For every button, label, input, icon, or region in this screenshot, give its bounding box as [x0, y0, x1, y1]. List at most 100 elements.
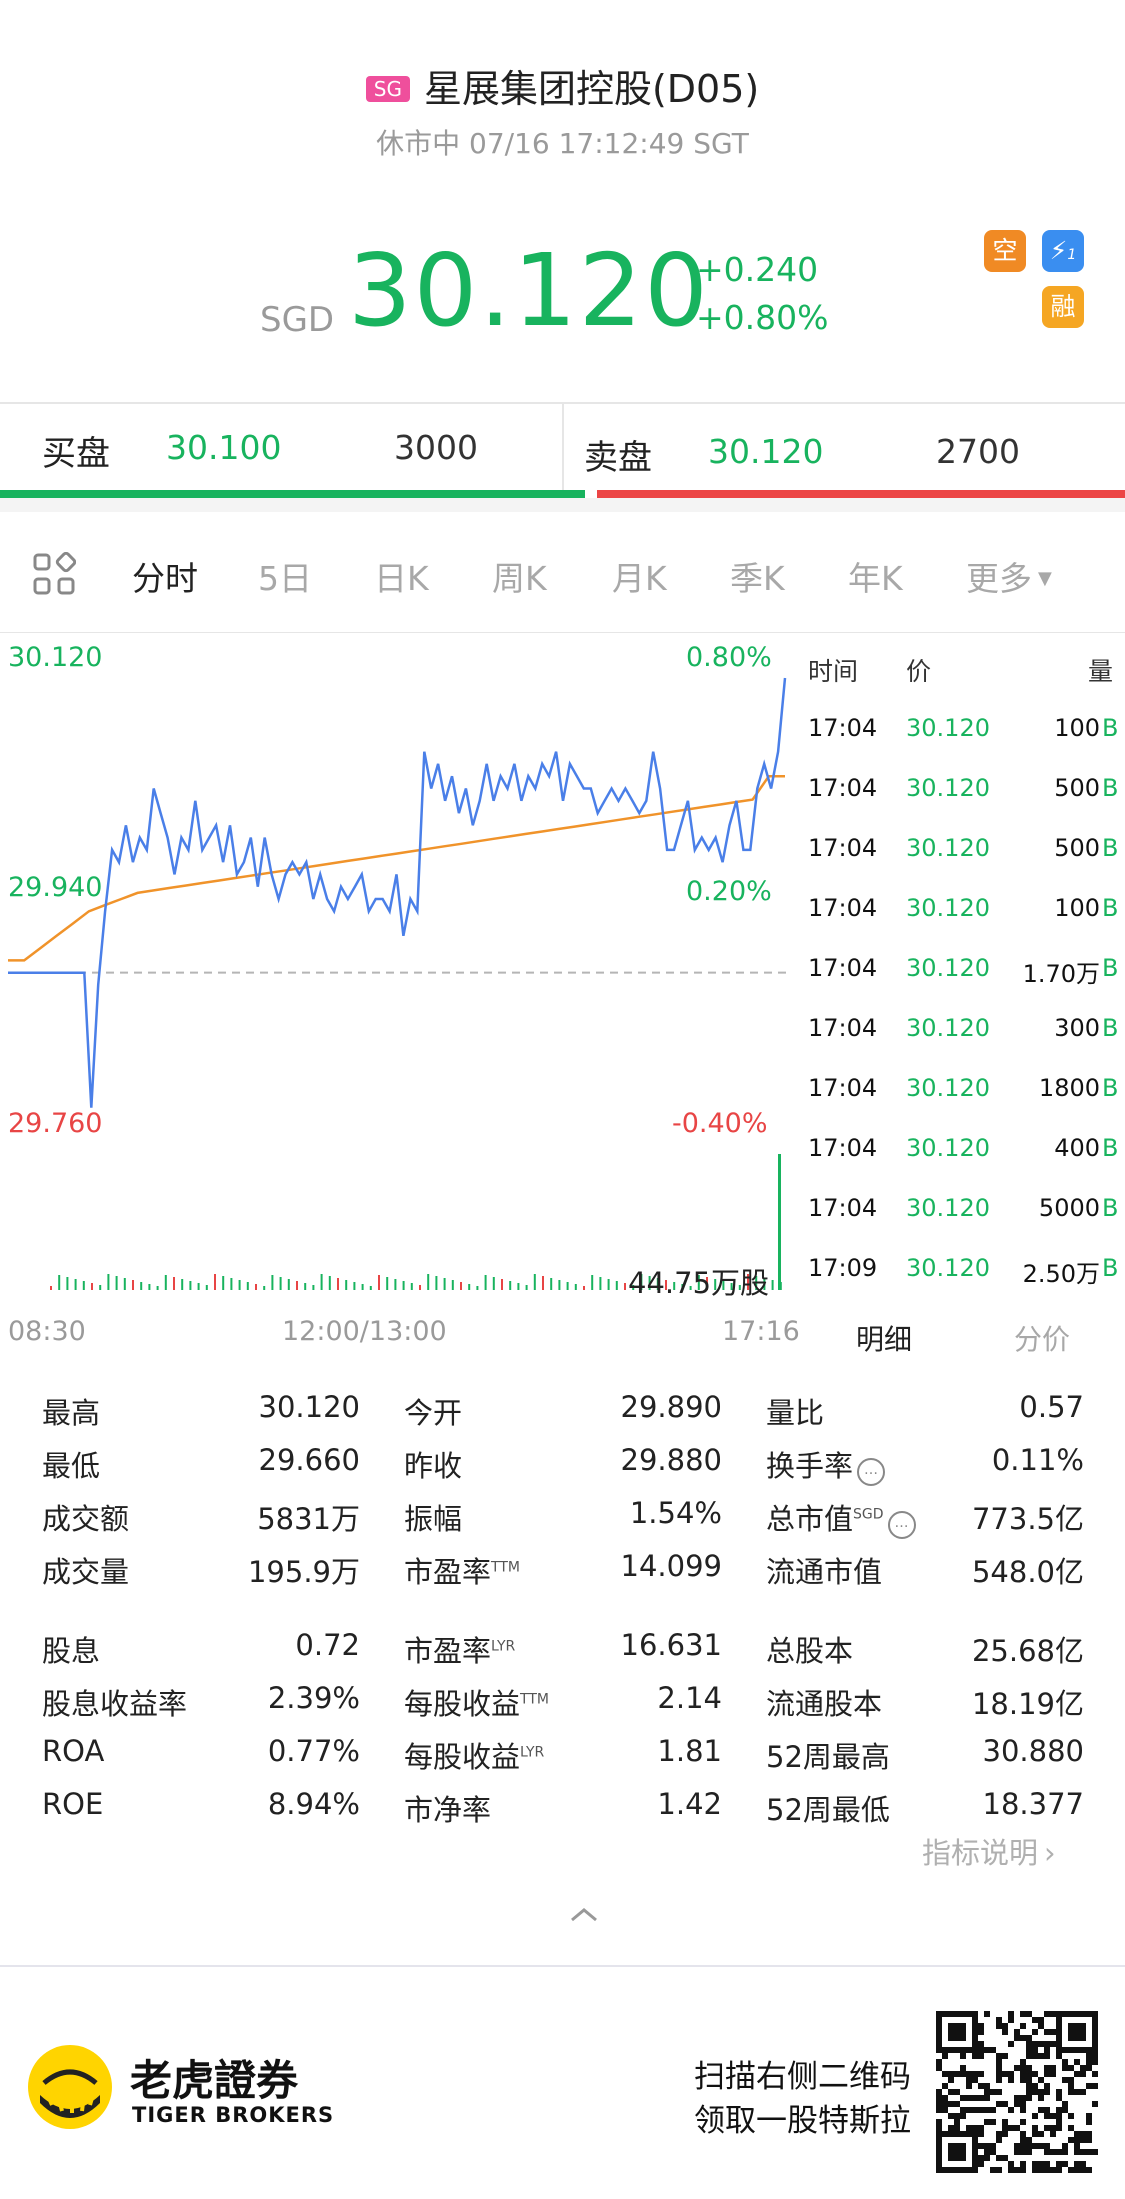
info-icon[interactable]: … — [887, 1511, 916, 1539]
info-icon[interactable]: … — [857, 1458, 886, 1486]
tab-intraday[interactable]: 分时 — [132, 559, 198, 598]
qr-module — [1026, 2011, 1032, 2017]
volume-bar — [468, 1284, 471, 1290]
qr-module — [996, 2077, 1002, 2083]
volume-bar — [132, 1280, 134, 1290]
intraday-chart[interactable] — [0, 640, 800, 1300]
qr-module — [1002, 2071, 1008, 2077]
qr-module — [960, 2113, 966, 2119]
stat-superscript: LYR — [520, 1744, 545, 1761]
volume-bar — [386, 1277, 389, 1290]
y-label-top: 30.120 — [8, 642, 103, 673]
qr-module — [1092, 2071, 1098, 2077]
stat-value: 0.72 — [295, 1628, 360, 1662]
volume-bar — [574, 1284, 577, 1290]
qr-module — [1020, 2095, 1026, 2101]
qr-module — [1032, 2125, 1038, 2131]
qr-module — [1026, 2089, 1032, 2095]
qr-module — [1026, 2065, 1032, 2071]
x-label-mid: 12:00/13:00 — [282, 1316, 447, 1347]
qr-module — [1092, 2011, 1098, 2017]
qr-module — [1038, 2077, 1044, 2083]
tab-weekly-k[interactable]: 周K — [492, 559, 547, 598]
qr-module — [966, 2095, 972, 2101]
qr-module — [1026, 2041, 1032, 2047]
qr-module — [960, 2065, 966, 2071]
volume-bar — [164, 1275, 167, 1290]
qr-module — [1062, 2161, 1068, 2167]
volume-bar — [91, 1283, 93, 1290]
tab-price-distribution[interactable]: 分价 — [1014, 1323, 1071, 1356]
volume-bar — [640, 1274, 643, 1290]
volume-bar — [263, 1286, 266, 1290]
qr-module — [1002, 2125, 1008, 2131]
tab-daily-k[interactable]: 日K — [374, 559, 429, 598]
qr-module — [1026, 2053, 1032, 2059]
qr-module — [960, 2149, 966, 2155]
volume-bar — [197, 1283, 200, 1290]
qr-module — [936, 2095, 942, 2101]
qr-module — [978, 2107, 984, 2113]
qr-module — [972, 2167, 978, 2173]
qr-module — [936, 2029, 942, 2035]
volume-bar — [476, 1286, 479, 1290]
volume-bar — [238, 1280, 241, 1290]
tab-quarterly-k[interactable]: 季K — [730, 559, 785, 598]
qr-module — [1092, 2083, 1098, 2089]
qr-module — [1056, 2167, 1062, 2173]
pct-label-bottom: -0.40% — [672, 1108, 768, 1139]
qr-module — [1020, 2167, 1026, 2173]
qr-module — [1038, 2053, 1044, 2059]
bid-label: 买盘 — [42, 434, 110, 474]
tab-5day[interactable]: 5日 — [258, 559, 312, 598]
stat-value: 0.77% — [267, 1734, 360, 1768]
collapse-chevron-icon[interactable] — [564, 1902, 604, 1926]
volume-bar — [353, 1282, 356, 1290]
qr-module — [1062, 2143, 1068, 2149]
lightning-icon[interactable]: ⚡1 — [1042, 230, 1084, 272]
avg-price-line — [8, 774, 785, 962]
qr-module — [1044, 2083, 1050, 2089]
qr-module — [1038, 2143, 1044, 2149]
stat-label-text: 换手率 — [766, 1449, 854, 1483]
trade-price: 30.120 — [906, 774, 990, 802]
short-sell-icon[interactable]: 空 — [984, 230, 1026, 272]
qr-module — [1056, 2017, 1062, 2023]
qr-module — [1086, 2167, 1092, 2173]
qr-module — [1020, 2077, 1026, 2083]
stat-label-text: 市净率 — [404, 1793, 492, 1827]
qr-code-icon[interactable] — [936, 2011, 1098, 2173]
volume-bar — [222, 1276, 225, 1290]
qr-module — [954, 2143, 960, 2149]
qr-module — [972, 2041, 978, 2047]
qr-module — [966, 2077, 972, 2083]
qr-module — [1008, 2077, 1014, 2083]
stat-value: 16.631 — [620, 1628, 722, 1662]
grid-menu-icon[interactable] — [32, 551, 77, 596]
stat-superscript: SGD — [853, 1506, 884, 1523]
qr-module — [1038, 2023, 1044, 2029]
tab-monthly-k[interactable]: 月K — [612, 559, 667, 598]
qr-module — [1074, 2167, 1080, 2173]
tab-yearly-k[interactable]: 年K — [848, 559, 903, 598]
qr-module — [1080, 2071, 1086, 2077]
qr-module — [1080, 2065, 1086, 2071]
x-label-start: 08:30 — [8, 1316, 86, 1347]
divider — [0, 402, 1125, 404]
bid-price[interactable]: 30.100 — [166, 428, 282, 467]
volume-bar — [337, 1278, 339, 1290]
qr-module — [1056, 2041, 1062, 2047]
qr-module — [996, 2071, 1002, 2077]
margin-icon[interactable]: 融 — [1042, 286, 1084, 328]
qr-module — [966, 2083, 972, 2089]
tab-trade-detail[interactable]: 明细 — [856, 1323, 913, 1356]
ask-price[interactable]: 30.120 — [708, 432, 824, 471]
indicator-help-link[interactable]: 指标说明 › — [922, 1836, 1056, 1870]
tab-more[interactable]: 更多 ▼ — [966, 559, 1052, 598]
qr-module — [1062, 2077, 1068, 2083]
qr-module — [996, 2059, 1002, 2065]
qr-module — [1056, 2029, 1062, 2035]
qr-module — [954, 2101, 960, 2107]
qr-module — [1080, 2011, 1086, 2017]
trade-time: 17:09 — [808, 1254, 878, 1282]
